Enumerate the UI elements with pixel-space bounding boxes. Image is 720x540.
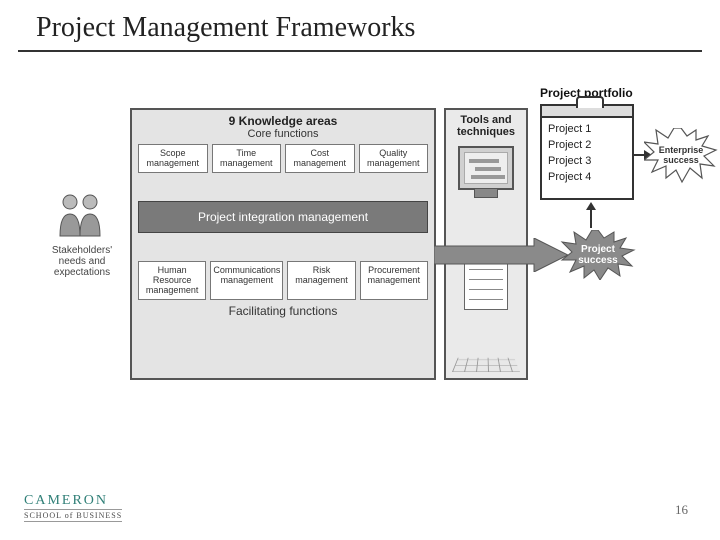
enterprise-success-label: Enterprise success <box>644 128 718 184</box>
portfolio-list: Project 1 Project 2 Project 3 Project 4 <box>542 118 632 190</box>
stakeholders-label: Stakeholders' needs and expectations <box>40 245 124 278</box>
project-success-burst: Project success <box>560 230 636 280</box>
monitor-icon <box>458 146 514 190</box>
enterprise-success-burst: Enterprise success <box>644 128 718 184</box>
logo-sub: SCHOOL of BUSINESS <box>24 509 122 522</box>
up-arrow-icon <box>584 202 598 228</box>
page-title: Project Management Frameworks <box>18 0 702 52</box>
grid-floor-icon <box>452 358 520 372</box>
project-success-label: Project success <box>560 230 636 280</box>
ka-center-bar: Project integration management <box>138 201 428 233</box>
ka-bottom-row: Human Resource management Communications… <box>132 259 434 302</box>
ka-box-scope: Scope management <box>138 144 208 173</box>
ka-box-proc: Procurement management <box>360 261 428 300</box>
ka-header: 9 Knowledge areas <box>132 110 434 128</box>
ka-top-row: Scope management Time management Cost ma… <box>132 142 434 175</box>
ka-box-risk: Risk management <box>287 261 355 300</box>
portfolio-item: Project 4 <box>548 170 626 186</box>
ka-box-cost: Cost management <box>285 144 355 173</box>
page-number: 16 <box>675 502 688 518</box>
tools-title: Tools and techniques <box>446 110 526 144</box>
logo-main: CAMERON <box>24 493 122 509</box>
portfolio-item: Project 3 <box>548 154 626 170</box>
portfolio-item: Project 2 <box>548 138 626 154</box>
ka-box-time: Time management <box>212 144 282 173</box>
ka-box-quality: Quality management <box>359 144 429 173</box>
briefcase-handle-icon <box>542 106 632 118</box>
big-arrow-icon <box>434 238 568 272</box>
ka-subheader-bottom: Facilitating functions <box>132 302 434 318</box>
stakeholders-block: Stakeholders' needs and expectations <box>40 192 124 278</box>
framework-diagram: Stakeholders' needs and expectations 9 K… <box>40 82 680 412</box>
ka-box-hr: Human Resource management <box>138 261 206 300</box>
people-icon <box>52 192 112 238</box>
portfolio-briefcase: Project 1 Project 2 Project 3 Project 4 <box>540 104 634 200</box>
brand-logo: CAMERON SCHOOL of BUSINESS <box>24 493 122 522</box>
ka-box-comm: Communications management <box>210 261 283 300</box>
knowledge-areas-panel: 9 Knowledge areas Core functions Scope m… <box>130 108 436 380</box>
portfolio-item: Project 1 <box>548 122 626 138</box>
gantt-icon <box>464 152 508 184</box>
ka-subheader-top: Core functions <box>132 128 434 142</box>
